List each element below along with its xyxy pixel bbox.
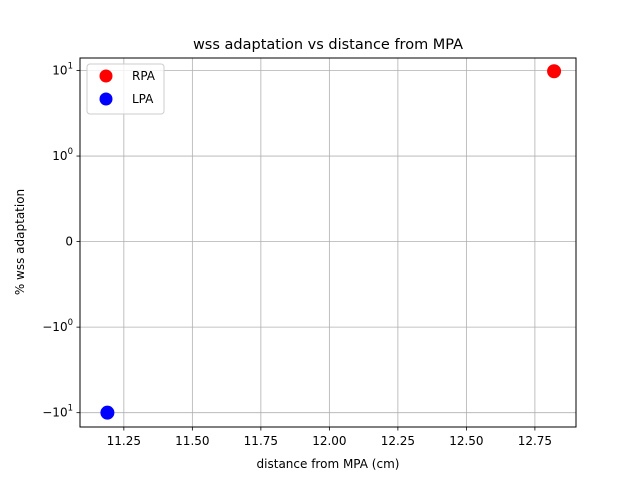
grid (80, 58, 576, 427)
x-tick-label: 12.50 (449, 434, 483, 448)
y-tick-label: 100 (52, 147, 73, 163)
legend-label-rpa: RPA (132, 69, 156, 83)
y-tick-label: 0 (65, 235, 73, 249)
legend-marker-rpa (99, 69, 113, 83)
x-axis-ticks: 11.25 11.50 11.75 12.00 12.25 12.50 12.75 (107, 427, 552, 448)
data-points (100, 64, 562, 420)
data-point-lpa (100, 405, 115, 420)
legend-label-lpa: LPA (132, 92, 154, 106)
chart-title: wss adaptation vs distance from MPA (193, 37, 463, 53)
y-axis-ticks: 101 100 0 −100 −101 (42, 62, 80, 420)
plot-frame (79, 57, 577, 428)
x-axis-label: distance from MPA (cm) (257, 457, 400, 471)
x-tick-label: 12.25 (381, 434, 415, 448)
x-tick-label: 11.50 (175, 434, 209, 448)
x-tick-label: 12.75 (518, 434, 552, 448)
legend: RPA LPA (86, 63, 165, 115)
y-tick-label: −100 (42, 318, 73, 334)
y-tick-label: −101 (42, 404, 73, 420)
y-axis-label: % wss adaptation (13, 189, 27, 295)
y-tick-label: 101 (52, 62, 73, 78)
x-tick-label: 11.75 (244, 434, 278, 448)
legend-marker-lpa (99, 92, 113, 106)
x-tick-label: 12.00 (312, 434, 346, 448)
data-point-rpa (547, 64, 562, 79)
x-tick-label: 11.25 (107, 434, 141, 448)
